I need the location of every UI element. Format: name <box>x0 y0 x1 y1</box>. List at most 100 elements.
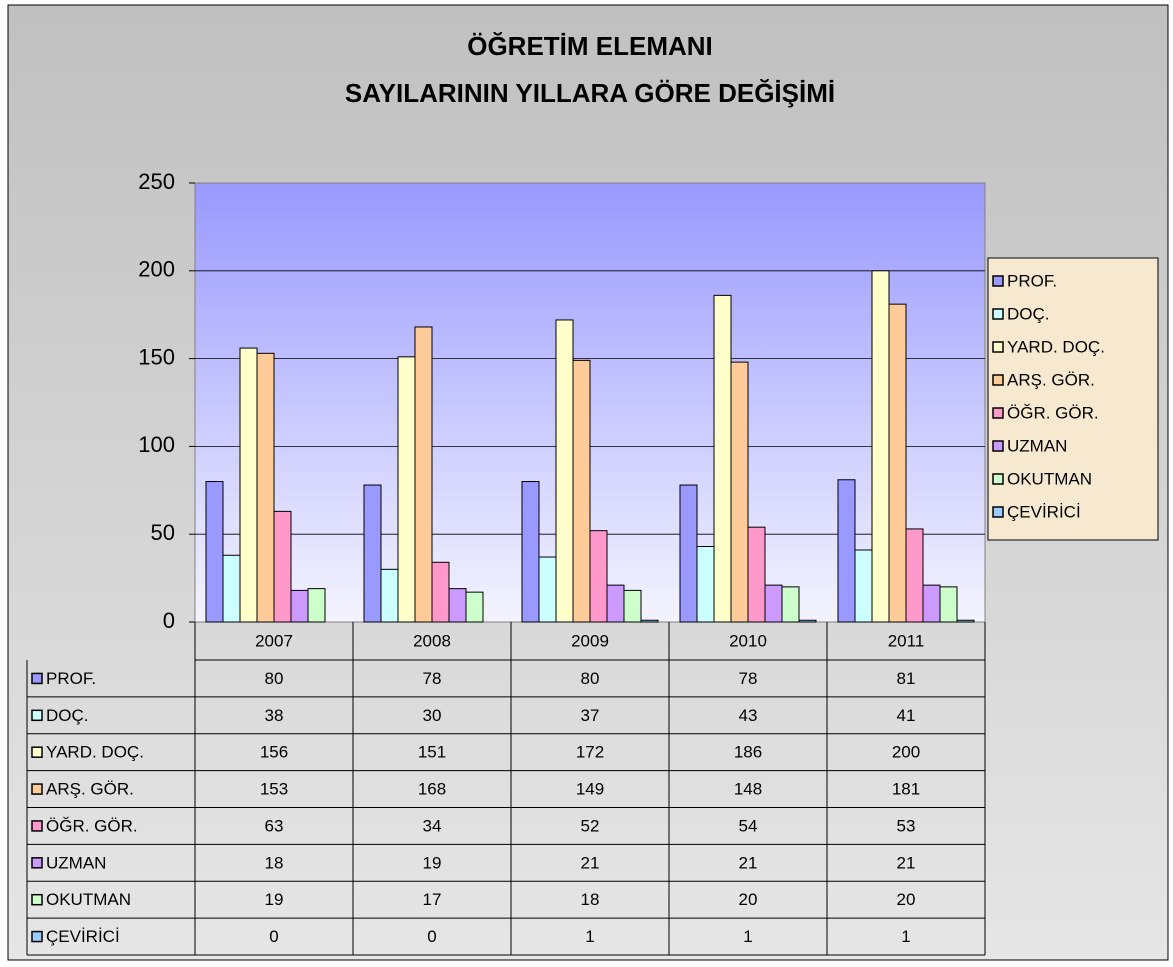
table-legend-key <box>31 783 43 795</box>
table-legend-key <box>31 709 43 722</box>
table-row-label: YARD. DOÇ. <box>46 743 144 762</box>
table-cell: 151 <box>418 743 446 762</box>
legend-key <box>992 275 1004 287</box>
bar <box>606 584 625 623</box>
bar <box>713 294 732 623</box>
table-cell: 18 <box>265 853 284 872</box>
bar <box>431 561 450 623</box>
table-cell: 81 <box>897 669 916 688</box>
table-cell: 148 <box>734 780 762 799</box>
bar <box>205 481 224 623</box>
y-tick-label: 100 <box>138 432 175 457</box>
table-cell: 43 <box>739 706 758 725</box>
table-cell: 53 <box>897 816 916 835</box>
bar <box>871 270 890 623</box>
table-cell: 21 <box>581 853 600 872</box>
table-cell: 181 <box>892 780 920 799</box>
bar <box>521 481 540 623</box>
table-row-label: ÖĞR. GÖR. <box>46 816 138 835</box>
table-legend-key <box>31 893 43 906</box>
legend-key <box>992 440 1004 452</box>
table-legend-key <box>31 746 43 758</box>
bar <box>465 591 484 623</box>
legend-label: UZMAN <box>1007 436 1067 455</box>
table-cell: 19 <box>265 890 284 909</box>
bar <box>256 352 275 623</box>
bar <box>764 584 783 623</box>
bar <box>555 319 574 623</box>
bar <box>414 326 433 623</box>
legend-label: ÇEVİRİCİ <box>1007 502 1081 521</box>
chart-title: ÖĞRETİM ELEMANI <box>467 31 713 61</box>
table-cell: 20 <box>897 890 916 909</box>
bar <box>837 479 856 623</box>
chart-subtitle: SAYILARININ YILLARA GÖRE DEĞİŞİMİ <box>345 78 835 108</box>
table-cell: 0 <box>427 927 436 946</box>
table-cell: 153 <box>260 780 288 799</box>
table-cell: 149 <box>576 780 604 799</box>
x-tick-label: 2008 <box>413 631 451 650</box>
table-cell: 172 <box>576 743 604 762</box>
bar <box>798 619 817 623</box>
table-cell: 0 <box>269 927 278 946</box>
table-legend-key <box>31 857 43 869</box>
legend-key <box>992 308 1004 320</box>
bar <box>397 356 416 623</box>
legend-label: YARD. DOÇ. <box>1007 337 1105 356</box>
bar <box>888 303 907 623</box>
bar <box>696 545 715 623</box>
table-cell: 168 <box>418 780 446 799</box>
legend-label: DOÇ. <box>1007 304 1050 323</box>
table-cell: 80 <box>265 669 284 688</box>
table-cell: 156 <box>260 743 288 762</box>
table-row-label: DOÇ. <box>46 706 89 725</box>
table-row-label: OKUTMAN <box>46 890 131 909</box>
bar <box>448 588 467 623</box>
bar <box>572 359 591 623</box>
bar <box>781 586 800 623</box>
table-cell: 186 <box>734 743 762 762</box>
table-row-label: ARŞ. GÖR. <box>46 780 134 799</box>
legend-label: ARŞ. GÖR. <box>1007 370 1095 389</box>
table-cell: 78 <box>423 669 442 688</box>
table-cell: 1 <box>743 927 752 946</box>
bar <box>679 484 698 623</box>
table-cell: 78 <box>739 669 758 688</box>
legend-key <box>992 374 1004 386</box>
legend-label: PROF. <box>1007 271 1057 290</box>
legend-label: OKUTMAN <box>1007 469 1092 488</box>
table-cell: 54 <box>739 816 758 835</box>
y-tick-label: 200 <box>138 257 175 282</box>
table-cell: 18 <box>581 890 600 909</box>
table-legend-key <box>31 820 43 832</box>
y-tick-label: 250 <box>138 169 175 194</box>
legend-key <box>992 341 1004 353</box>
bar <box>589 530 608 623</box>
bar <box>222 554 241 623</box>
bar <box>273 510 292 623</box>
x-tick-label: 2011 <box>888 631 925 650</box>
table-legend-key <box>31 672 43 685</box>
table-cell: 21 <box>897 853 916 872</box>
x-tick-label: 2007 <box>255 631 293 650</box>
legend-key <box>992 506 1004 518</box>
table-cell: 41 <box>897 706 916 725</box>
table-cell: 19 <box>423 853 442 872</box>
bar <box>538 556 557 623</box>
bar <box>363 484 382 623</box>
bar <box>307 588 326 623</box>
bar <box>747 526 766 623</box>
table-cell: 34 <box>423 816 442 835</box>
bar <box>380 568 399 623</box>
legend-box <box>987 257 1159 541</box>
y-tick-label: 0 <box>163 608 175 633</box>
x-tick-label: 2009 <box>571 631 609 650</box>
table-row-label: PROF. <box>46 669 96 688</box>
bar <box>290 589 309 623</box>
legend-key <box>992 473 1004 485</box>
legend-key <box>992 407 1004 419</box>
bar <box>905 528 924 623</box>
table-cell: 38 <box>265 706 284 725</box>
table-row-label: UZMAN <box>46 853 106 872</box>
